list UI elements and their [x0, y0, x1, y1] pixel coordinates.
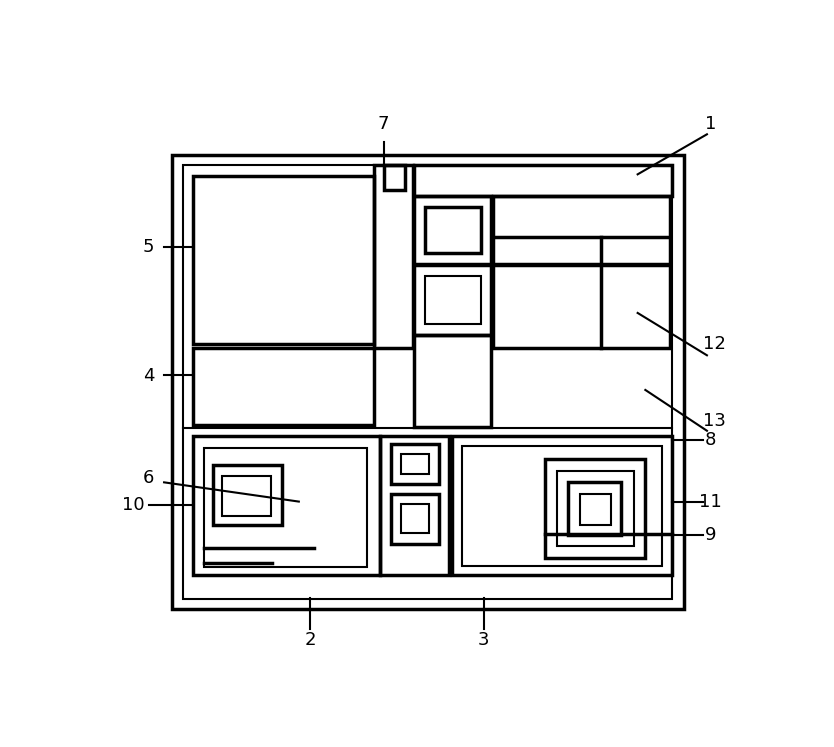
Bar: [391, 444, 439, 484]
Bar: [462, 446, 662, 565]
Text: 2: 2: [304, 631, 316, 649]
Bar: [401, 454, 429, 474]
Text: 10: 10: [122, 497, 144, 515]
Text: 5: 5: [143, 238, 154, 256]
Bar: [213, 465, 282, 525]
Text: 11: 11: [700, 492, 722, 511]
Text: 3: 3: [478, 631, 490, 649]
Bar: [545, 459, 646, 558]
Bar: [493, 196, 670, 264]
Bar: [374, 165, 413, 347]
Text: 13: 13: [703, 412, 726, 430]
Bar: [193, 176, 374, 344]
Bar: [414, 165, 671, 196]
Bar: [193, 348, 374, 425]
Text: 12: 12: [703, 335, 726, 353]
Text: 9: 9: [705, 526, 716, 544]
Bar: [193, 436, 379, 574]
Bar: [452, 436, 672, 574]
Text: 1: 1: [705, 115, 716, 133]
Text: 4: 4: [143, 367, 154, 385]
Bar: [391, 494, 439, 544]
Bar: [425, 276, 480, 323]
Bar: [414, 265, 490, 335]
Bar: [493, 265, 670, 348]
Bar: [557, 471, 634, 546]
Bar: [401, 504, 429, 533]
Bar: [425, 207, 480, 253]
Text: 7: 7: [378, 115, 389, 133]
Bar: [568, 483, 620, 535]
Bar: [580, 494, 610, 524]
Bar: [222, 476, 271, 516]
Bar: [183, 165, 672, 599]
Text: 6: 6: [143, 470, 154, 488]
Bar: [414, 196, 490, 264]
Bar: [414, 335, 490, 427]
Bar: [204, 447, 367, 567]
Bar: [379, 436, 449, 574]
Bar: [384, 165, 405, 190]
Text: 8: 8: [705, 431, 716, 449]
Bar: [172, 155, 684, 610]
